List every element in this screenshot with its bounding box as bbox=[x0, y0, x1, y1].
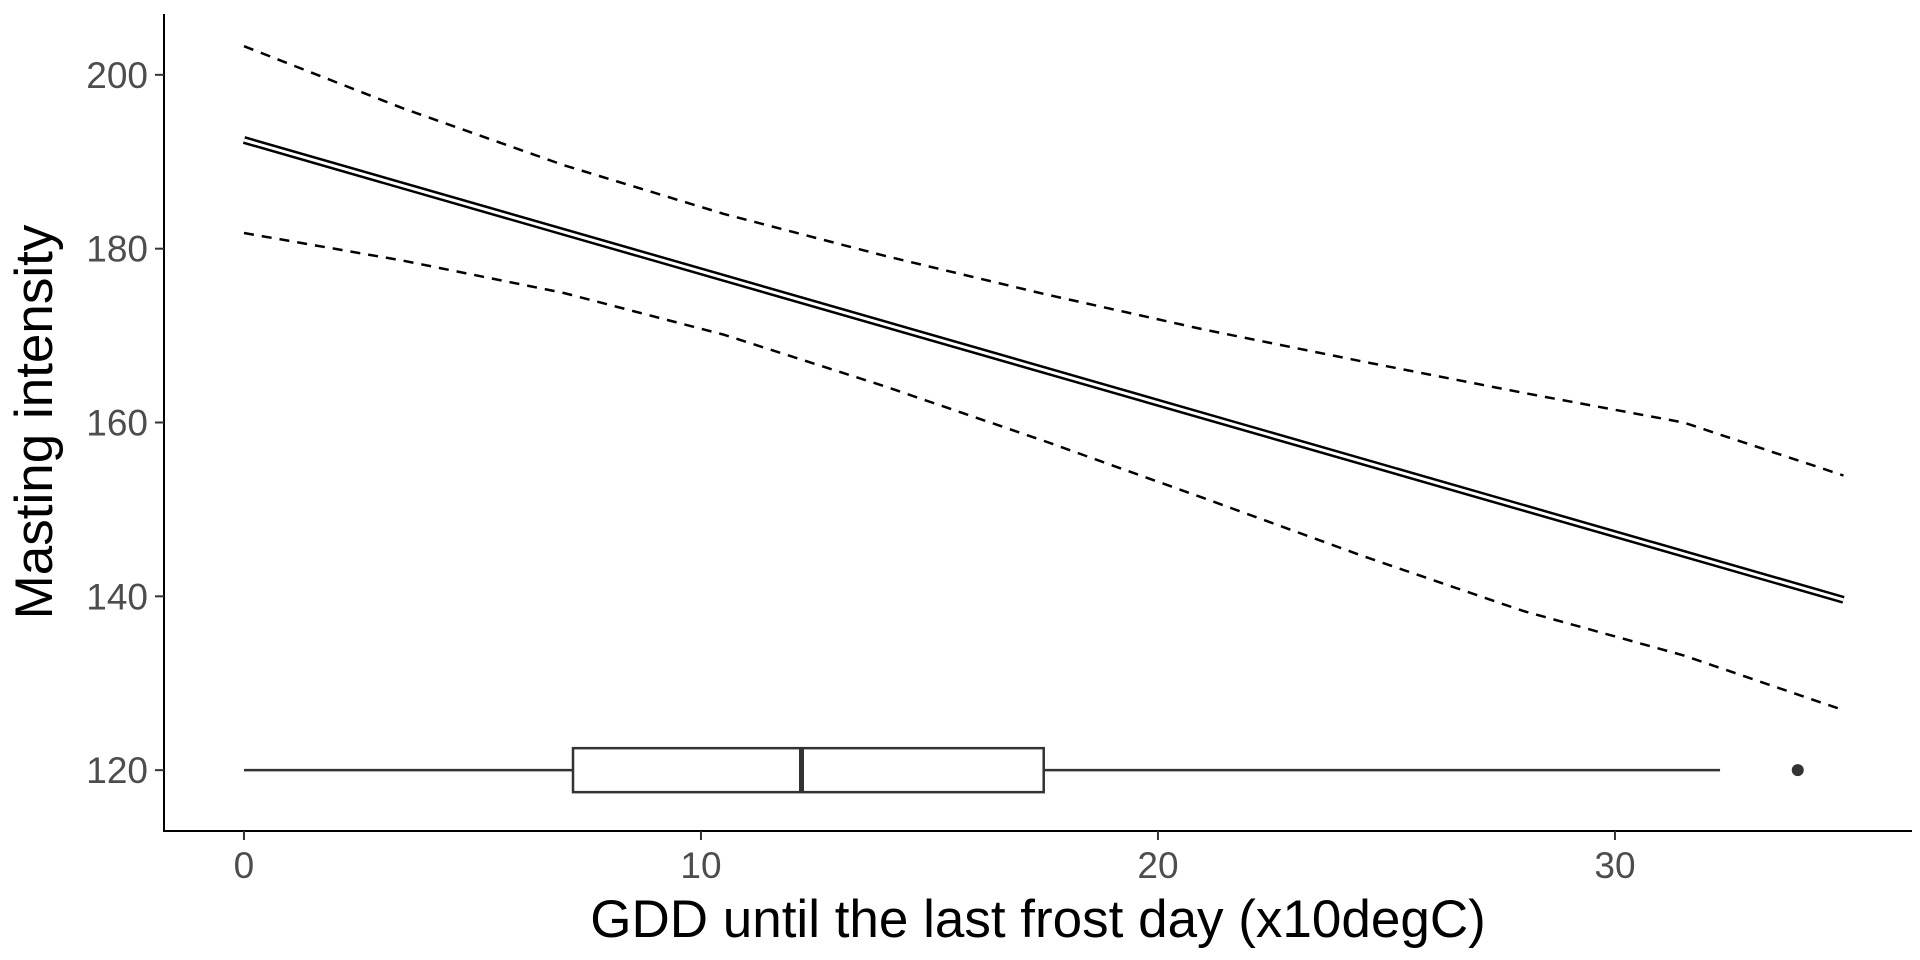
fit-line-inner bbox=[243, 138, 1844, 602]
y-tick-label: 140 bbox=[86, 576, 148, 617]
axes: 0 10 20 30 120 140 160 180 200 bbox=[86, 55, 1635, 886]
y-tick-label: 180 bbox=[86, 229, 148, 270]
x-tick-label: 10 bbox=[680, 845, 721, 886]
y-tick-label: 160 bbox=[86, 403, 148, 444]
confidence-band-line bbox=[243, 231, 1844, 712]
boxplot-outlier bbox=[1791, 764, 1804, 777]
x-tick-label: 0 bbox=[234, 845, 255, 886]
x-axis-title: GDD until the last frost day (x10degC) bbox=[590, 890, 1486, 949]
y-tick-label: 200 bbox=[86, 55, 148, 96]
confidence-band-line bbox=[243, 45, 1844, 477]
boxplot-box bbox=[571, 746, 1045, 794]
plot-area bbox=[242, 45, 1845, 794]
y-tick-label: 120 bbox=[86, 750, 148, 791]
x-tick-label: 20 bbox=[1137, 845, 1178, 886]
x-tick-label: 30 bbox=[1594, 845, 1635, 886]
y-axis-title: Masting intensity bbox=[5, 224, 64, 619]
